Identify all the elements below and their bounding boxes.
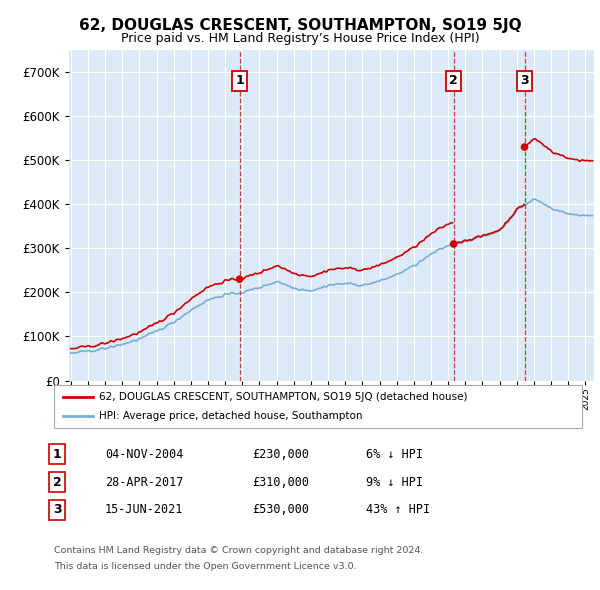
Point (449, 240, 458, 249)
Text: 15-JUN-2021: 15-JUN-2021 (105, 503, 184, 516)
Text: 28-APR-2017: 28-APR-2017 (105, 476, 184, 489)
Text: £530,000: £530,000 (252, 503, 309, 516)
Text: £310,000: £310,000 (252, 476, 309, 489)
Text: 1: 1 (235, 74, 244, 87)
Text: Contains HM Land Registry data © Crown copyright and database right 2024.: Contains HM Land Registry data © Crown c… (54, 546, 424, 555)
Text: 62, DOUGLAS CRESCENT, SOUTHAMPTON, SO19 5JQ (detached house): 62, DOUGLAS CRESCENT, SOUTHAMPTON, SO19 … (99, 392, 467, 402)
Text: 6% ↓ HPI: 6% ↓ HPI (366, 448, 423, 461)
Text: 1: 1 (53, 448, 61, 461)
Text: £230,000: £230,000 (252, 448, 309, 461)
Point (235, 274, 244, 284)
Text: 62, DOUGLAS CRESCENT, SOUTHAMPTON, SO19 5JQ: 62, DOUGLAS CRESCENT, SOUTHAMPTON, SO19 … (79, 18, 521, 32)
Text: 43% ↑ HPI: 43% ↑ HPI (366, 503, 430, 516)
Text: 3: 3 (520, 74, 529, 87)
Point (520, 142, 529, 152)
Text: 2: 2 (53, 476, 61, 489)
Text: 2: 2 (449, 74, 458, 87)
Text: 3: 3 (53, 503, 61, 516)
Text: This data is licensed under the Open Government Licence v3.0.: This data is licensed under the Open Gov… (54, 562, 356, 571)
Text: Price paid vs. HM Land Registry’s House Price Index (HPI): Price paid vs. HM Land Registry’s House … (121, 32, 479, 45)
Text: HPI: Average price, detached house, Southampton: HPI: Average price, detached house, Sout… (99, 411, 362, 421)
Text: 04-NOV-2004: 04-NOV-2004 (105, 448, 184, 461)
Text: 9% ↓ HPI: 9% ↓ HPI (366, 476, 423, 489)
